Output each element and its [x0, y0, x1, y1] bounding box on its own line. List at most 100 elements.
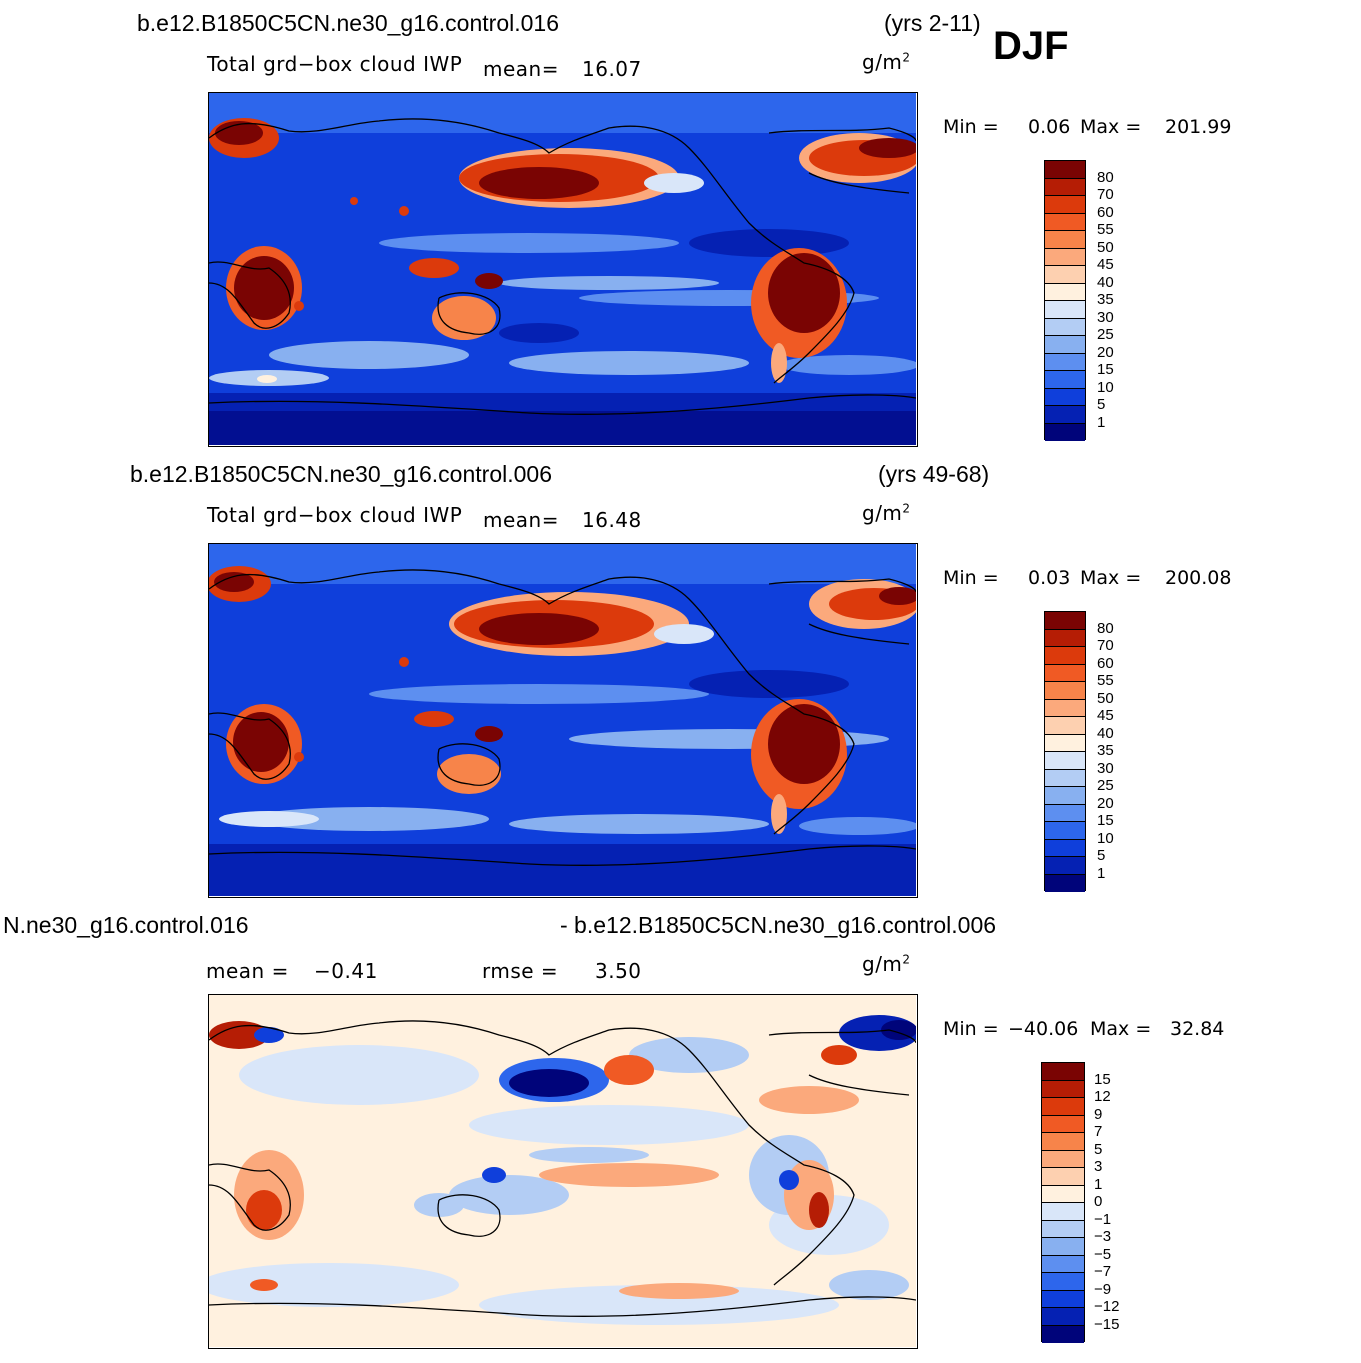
panel2-years: (yrs 49-68) — [878, 461, 990, 487]
colorbar-swatch — [1045, 664, 1085, 682]
colorbar-label: 20 — [1097, 794, 1114, 812]
colorbar-label: 15 — [1097, 812, 1114, 829]
colorbar-label: 35 — [1097, 291, 1114, 308]
panel3-mean-value: −0.41 — [314, 959, 378, 983]
panel1-variable: Total grd−box cloud IWP — [207, 52, 463, 76]
panel2-min-label: Min = — [943, 567, 999, 589]
colorbar-swatch — [1045, 196, 1085, 214]
colorbar-swatch — [1042, 1255, 1084, 1273]
colorbar-label: 10 — [1097, 829, 1114, 847]
colorbar-label: −5 — [1094, 1245, 1112, 1263]
colorbar-swatch — [1045, 301, 1085, 319]
colorbar-swatch — [1045, 423, 1085, 441]
panel3-colorbar-labels: 15 12 9 7 5 3 1 0 −1 −3 −5 −7 −9 −12 −15 — [1094, 1062, 1144, 1342]
colorbar-label: 3 — [1094, 1158, 1103, 1175]
panel1-colorbar — [1044, 160, 1086, 441]
colorbar-swatch — [1042, 1185, 1084, 1203]
panel3-min-value: −40.06 — [1008, 1018, 1079, 1040]
panel3-colorbar — [1041, 1062, 1085, 1343]
colorbar-swatch — [1045, 213, 1085, 231]
panel3-rmse-label: rmse = — [482, 959, 559, 983]
colorbar-label: 80 — [1097, 168, 1114, 186]
panel1-max-value: 201.99 — [1165, 116, 1232, 138]
colorbar-swatch — [1045, 178, 1085, 196]
season-label: DJF — [993, 24, 1069, 68]
panel1-units: g/m2 — [862, 50, 911, 74]
colorbar-swatch — [1045, 353, 1085, 371]
colorbar-swatch — [1045, 769, 1085, 787]
colorbar-label: 40 — [1097, 724, 1114, 742]
colorbar-label: −3 — [1094, 1228, 1112, 1245]
colorbar-swatch — [1042, 1325, 1084, 1343]
colorbar-label: 1 — [1094, 1175, 1103, 1193]
colorbar-swatch — [1045, 266, 1085, 284]
colorbar-label: 10 — [1097, 378, 1114, 396]
colorbar-swatch — [1042, 1203, 1084, 1221]
colorbar-swatch — [1045, 787, 1085, 805]
colorbar-label: 0 — [1094, 1193, 1103, 1210]
panel1-field — [209, 93, 916, 445]
panel1-colorbar-labels: 80 70 60 55 50 45 40 35 30 25 20 15 10 5 1 — [1097, 160, 1137, 440]
colorbar-swatch — [1045, 371, 1085, 389]
colorbar-swatch — [1042, 1063, 1084, 1081]
panel2-colorbar — [1044, 611, 1086, 892]
colorbar-label: 7 — [1094, 1123, 1103, 1140]
panel3-rmse-value: 3.50 — [595, 959, 642, 983]
colorbar-label: 45 — [1097, 256, 1114, 273]
colorbar-label: 60 — [1097, 654, 1114, 672]
panel3-max-value: 32.84 — [1170, 1018, 1225, 1040]
colorbar-label: 5 — [1097, 396, 1106, 413]
colorbar-swatch — [1045, 388, 1085, 406]
colorbar-label: 80 — [1097, 619, 1114, 637]
colorbar-label: −15 — [1094, 1315, 1120, 1333]
colorbar-label: 70 — [1097, 186, 1114, 203]
colorbar-label: 60 — [1097, 203, 1114, 221]
colorbar-label: 30 — [1097, 308, 1114, 326]
panel3-min-label: Min = — [943, 1018, 999, 1040]
panel3-units: g/m2 — [862, 952, 911, 976]
panel2-max-label: Max = — [1080, 567, 1142, 589]
panel2-map — [208, 543, 918, 898]
colorbar-label: 30 — [1097, 759, 1114, 777]
colorbar-label: 12 — [1094, 1088, 1111, 1105]
panel2-mean-label: mean= — [483, 508, 559, 532]
colorbar-swatch — [1045, 318, 1085, 336]
colorbar-swatch — [1045, 734, 1085, 752]
colorbar-swatch — [1042, 1168, 1084, 1186]
colorbar-swatch — [1045, 406, 1085, 424]
colorbar-label: −12 — [1094, 1298, 1120, 1315]
colorbar-label: −7 — [1094, 1263, 1112, 1280]
colorbar-swatch — [1045, 699, 1085, 717]
colorbar-swatch — [1045, 647, 1085, 665]
colorbar-label: 55 — [1097, 672, 1114, 689]
colorbar-label: 40 — [1097, 273, 1114, 291]
panel1-years: (yrs 2-11) — [884, 10, 981, 36]
colorbar-label: 15 — [1097, 361, 1114, 378]
colorbar-swatch — [1045, 336, 1085, 354]
colorbar-label: 70 — [1097, 637, 1114, 654]
panel3-map — [208, 994, 918, 1349]
colorbar-label: 55 — [1097, 221, 1114, 238]
colorbar-label: 9 — [1094, 1105, 1103, 1123]
colorbar-swatch — [1042, 1098, 1084, 1116]
panel2-max-value: 200.08 — [1165, 567, 1232, 589]
colorbar-label: 1 — [1097, 864, 1106, 882]
colorbar-swatch — [1045, 874, 1085, 892]
panel3-mean-label: mean = — [206, 959, 289, 983]
panel3-field — [209, 995, 916, 1347]
colorbar-swatch — [1042, 1238, 1084, 1256]
colorbar-swatch — [1045, 857, 1085, 875]
colorbar-label: 50 — [1097, 238, 1114, 256]
colorbar-swatch — [1045, 822, 1085, 840]
panel1-min-label: Min = — [943, 116, 999, 138]
panel1-mean-value: 16.07 — [582, 57, 642, 81]
colorbar-label: −9 — [1094, 1280, 1112, 1298]
colorbar-swatch — [1042, 1308, 1084, 1326]
colorbar-label: 45 — [1097, 707, 1114, 724]
colorbar-label: 15 — [1094, 1070, 1111, 1088]
colorbar-label: 25 — [1097, 777, 1114, 794]
panel1-mean-label: mean= — [483, 57, 559, 81]
panel2-colorbar-labels: 80 70 60 55 50 45 40 35 30 25 20 15 10 5 1 — [1097, 611, 1137, 891]
colorbar-swatch — [1042, 1115, 1084, 1133]
colorbar-swatch — [1045, 804, 1085, 822]
